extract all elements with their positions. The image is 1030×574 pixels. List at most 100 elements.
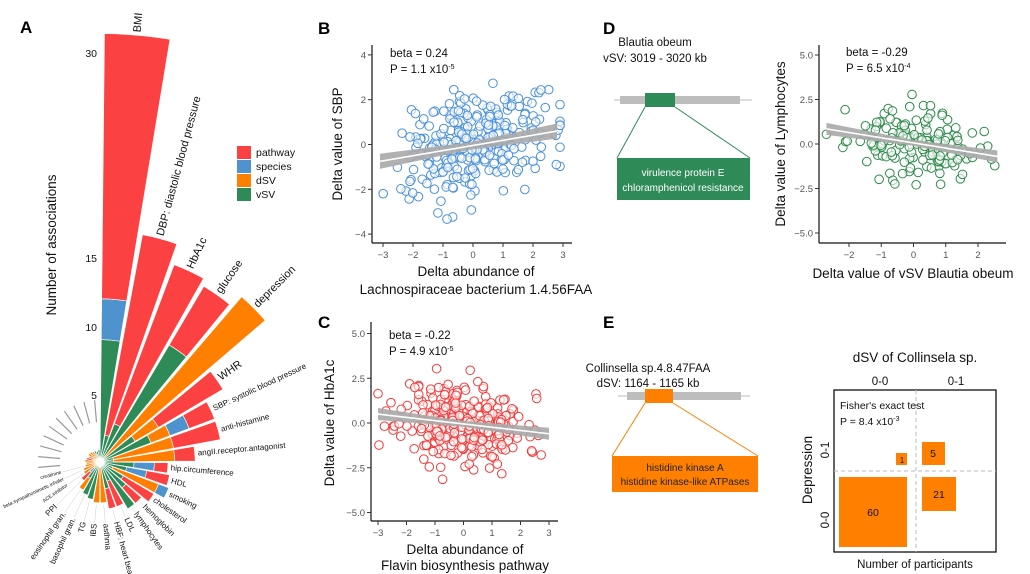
data-point [536, 85, 546, 95]
bar-glucose [99, 285, 230, 463]
cell-count: 60 [867, 507, 879, 519]
legend: pathway species dSV vSV [237, 146, 296, 201]
x-tick-label: 3 [546, 528, 551, 539]
data-point [436, 196, 446, 206]
illegible-label [83, 401, 91, 424]
data-point [935, 151, 945, 161]
panel-label-c: C [318, 313, 330, 332]
data-point [453, 105, 464, 116]
circular-bar-chart: BMI DBP: diastolic blood pressureHbA1cglu… [2, 12, 308, 574]
data-point [904, 101, 915, 112]
bar-segment-pathway [101, 33, 171, 302]
bar-unlabeled [97, 449, 101, 463]
data-point [937, 110, 947, 121]
species-name: Collinsella sp.4.8.47FAA [586, 363, 711, 375]
bar-segment-pathway [173, 446, 196, 462]
label-leader [73, 495, 85, 518]
data-point [517, 157, 528, 168]
y-tick-label: −4 [355, 230, 366, 241]
data-point [471, 96, 482, 107]
bar-segment-pathway [120, 475, 155, 503]
bar-label: DBP: diastolic blood pressure [155, 95, 204, 237]
data-point [860, 120, 871, 131]
data-point [477, 444, 487, 455]
fit-line [379, 130, 558, 163]
data-point [477, 435, 488, 445]
data-point [467, 179, 477, 190]
scatter-plot-c: −3 −2 −1 0 1 2 3 −5.0 −2.5 0.0 2.5 5.0 beta = -0.22 P… [322, 322, 558, 573]
label-leader [64, 490, 81, 513]
data-point [469, 396, 479, 407]
bar-whr [99, 370, 224, 463]
data-point [483, 120, 494, 130]
data-point [952, 154, 963, 165]
data-point [430, 400, 441, 410]
x-tick-label: 2 [518, 528, 523, 539]
vsv-region [645, 93, 675, 107]
data-point [881, 123, 892, 133]
data-point [497, 440, 507, 450]
x-tick-label: 1 [489, 528, 494, 539]
test-label: Fisher's exact test [840, 400, 924, 412]
data-point [418, 454, 429, 464]
data-point [555, 99, 565, 110]
bar-hemoglobin [99, 461, 142, 504]
beta-label: beta = -0.22 [389, 330, 451, 342]
data-point [402, 421, 412, 431]
zoom-line [674, 106, 751, 159]
scatter-plot-d: −2 −1 0 1 2 −5.0 −2.5 0.0 2.5 5.0 beta = -0.29 P = … [773, 45, 1014, 281]
data-point [979, 126, 990, 137]
data-point [500, 120, 510, 131]
cell-01-00 [896, 453, 907, 465]
illegible-label [73, 405, 84, 427]
bar-segment-pathway [170, 420, 221, 449]
data-point [460, 173, 471, 183]
label-leader [83, 500, 90, 521]
y-tick-label: −2.5 [346, 463, 365, 474]
y-tick-label: 0.0 [352, 419, 365, 430]
x-axis-label: Delta abundance of [417, 264, 534, 279]
data-point [459, 94, 470, 104]
data-point [517, 114, 528, 125]
gene-label: virulence protein E [642, 168, 725, 179]
bar-label: glucose [214, 258, 246, 296]
data-point [953, 135, 963, 146]
label-leader [67, 473, 83, 485]
bar-segment-pathway [121, 483, 142, 504]
bar-sbp [99, 401, 215, 463]
data-point [509, 155, 519, 166]
a-y-tick: 15 [85, 253, 97, 265]
data-point [433, 382, 444, 393]
bar-segment-dsv [78, 476, 91, 491]
illegible-label [48, 425, 68, 440]
data-point [911, 179, 921, 190]
data-point [913, 167, 923, 178]
y-tick-label: −5.0 [794, 229, 813, 240]
x-tick-label: −2 [401, 528, 412, 539]
data-point [446, 450, 456, 461]
label-leader [62, 466, 84, 473]
gene-label: histidine kinase-like ATPases [621, 477, 750, 488]
data-point [489, 158, 500, 169]
data-point [424, 121, 434, 131]
data-point [887, 106, 898, 116]
x-tick-label: 1 [943, 250, 948, 261]
a-y-tick: 5 [91, 390, 97, 402]
data-point [527, 98, 537, 108]
data-point [448, 84, 459, 95]
label-leader [94, 504, 97, 523]
data-point [498, 185, 509, 196]
data-point [555, 142, 565, 153]
y-tick-label: 4 [361, 50, 366, 61]
y-tick-label: 5.0 [352, 329, 365, 340]
data-point [923, 113, 933, 123]
data-point [907, 89, 917, 100]
y-tick-label: −2.5 [794, 184, 813, 195]
bar-hba1c [99, 264, 204, 463]
row-label: 0-0 [820, 512, 832, 529]
genome-bar [620, 96, 740, 104]
data-point [506, 101, 517, 111]
data-point [918, 155, 928, 165]
bar-label: HDL [170, 476, 188, 489]
bar-segment-pathway [152, 370, 224, 428]
